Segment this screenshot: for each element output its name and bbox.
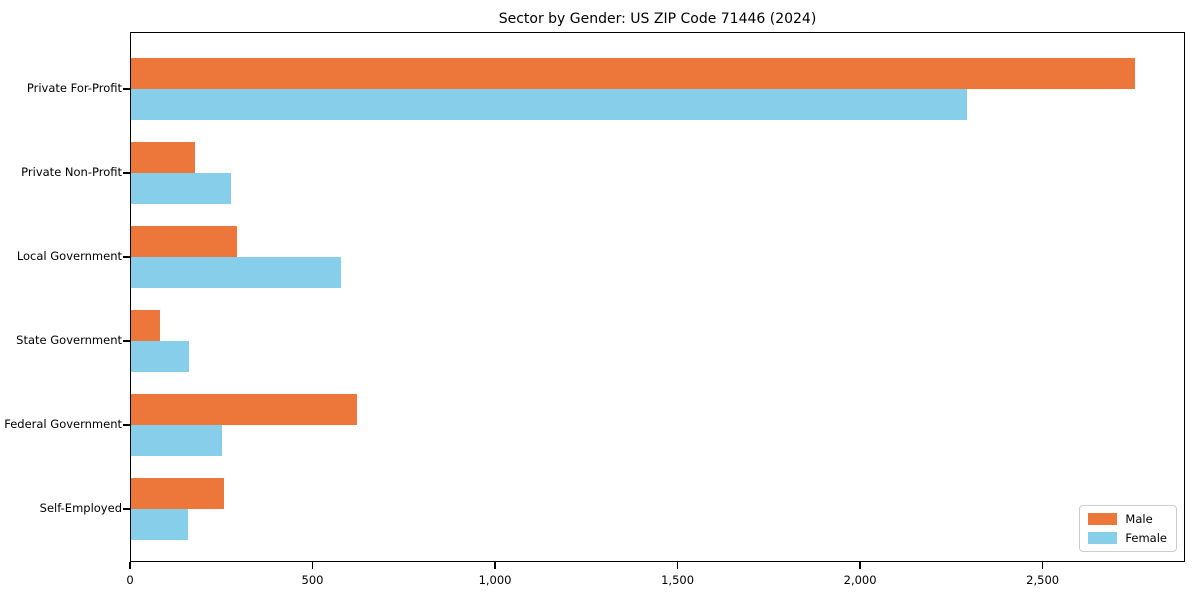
x-tick-label: 1,000 <box>478 573 512 587</box>
y-tick-mark <box>123 172 130 174</box>
y-tick-label: State Government <box>16 333 122 347</box>
plot-area: Male Female <box>123 32 1185 562</box>
bar-male-1 <box>131 142 195 173</box>
y-tick-label: Federal Government <box>4 417 122 431</box>
bar-male-5 <box>131 478 224 509</box>
legend-label-male: Male <box>1125 512 1153 526</box>
bar-female-4 <box>131 425 222 456</box>
bar-female-1 <box>131 173 231 204</box>
x-tick-mark <box>859 562 861 569</box>
legend-item-female: Female <box>1088 531 1167 545</box>
x-tick-label: 2,000 <box>843 573 877 587</box>
x-tick-label: 0 <box>126 573 134 587</box>
bar-female-3 <box>131 341 189 372</box>
x-tick-mark <box>676 562 679 569</box>
x-tick-mark <box>129 562 131 569</box>
x-tick-mark <box>494 562 496 569</box>
bar-female-5 <box>131 509 188 540</box>
bar-male-3 <box>131 310 160 341</box>
legend-item-male: Male <box>1088 512 1167 526</box>
y-tick-label: Private For-Profit <box>26 81 122 95</box>
bar-female-2 <box>131 257 341 288</box>
bar-male-4 <box>131 394 357 425</box>
x-tick-label: 500 <box>301 573 324 587</box>
y-tick-label: Private Non-Profit <box>21 165 122 179</box>
y-tick-mark <box>123 88 130 90</box>
bar-male-0 <box>131 58 1135 89</box>
y-tick-label: Self-Employed <box>39 501 122 515</box>
x-tick-label: 2,500 <box>1026 573 1060 587</box>
chart-title: Sector by Gender: US ZIP Code 71446 (202… <box>498 11 817 27</box>
y-tick-mark <box>123 340 130 342</box>
y-tick-label: Local Government <box>16 249 122 263</box>
female-series-swatch <box>1088 532 1118 544</box>
x-tick-mark <box>1041 562 1044 569</box>
y-tick-mark <box>123 424 130 426</box>
y-tick-mark <box>123 256 130 258</box>
bar-male-2 <box>131 226 237 257</box>
x-tick-mark <box>311 562 314 569</box>
bar-female-0 <box>131 89 967 120</box>
x-tick-label: 1,500 <box>661 573 695 587</box>
legend: Male Female <box>1079 505 1177 552</box>
male-series-swatch <box>1088 513 1118 525</box>
y-tick-mark <box>123 508 130 510</box>
legend-label-female: Female <box>1125 531 1167 545</box>
